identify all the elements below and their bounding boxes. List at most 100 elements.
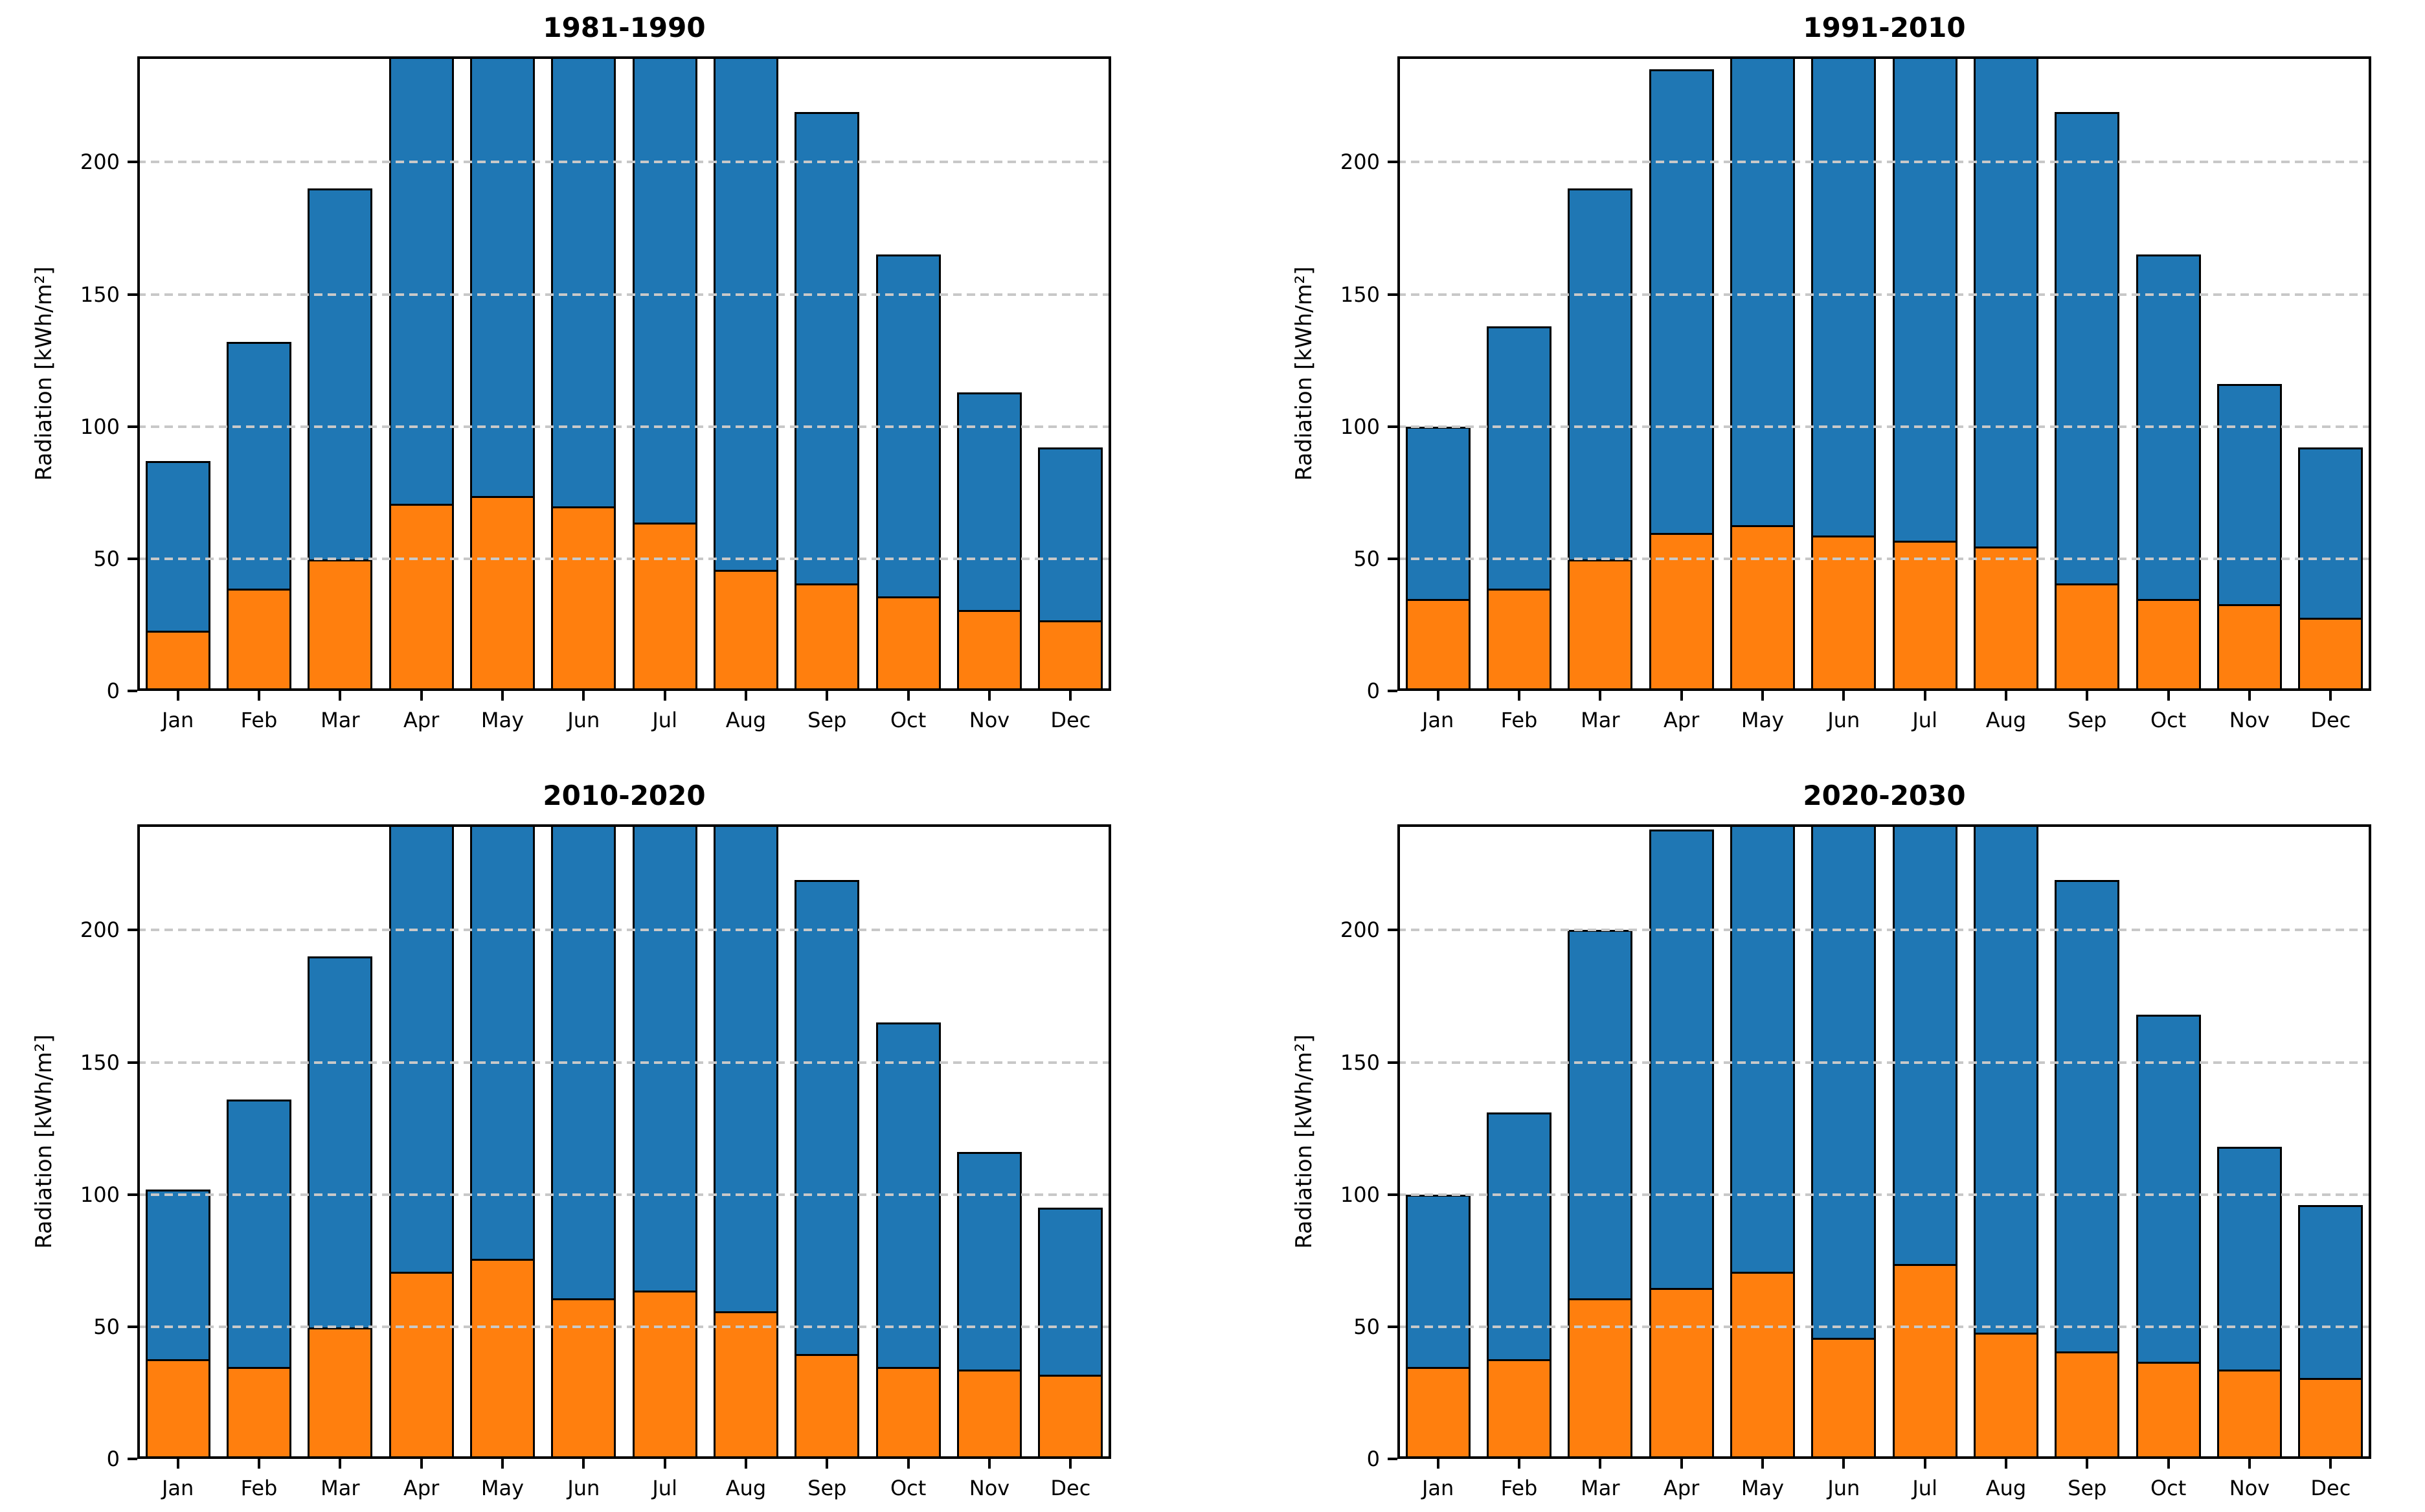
x-tick-label-aug: Aug (1985, 1476, 2027, 1500)
bar-sep-bottom-segment (795, 1355, 860, 1459)
bar-may-bottom-segment (469, 1260, 536, 1459)
bar-jul-top-segment (632, 56, 697, 525)
x-tick-mark (1842, 691, 1845, 701)
bar-jan-bottom-segment (145, 1360, 210, 1459)
bar-apr-top-segment (1649, 829, 1714, 1290)
y-tick-mark (1388, 1458, 1397, 1460)
gridline-200 (137, 161, 1111, 164)
x-tick-mark (339, 691, 342, 701)
y-tick-label: 200 (80, 918, 120, 943)
bar-dec-bottom-segment (2298, 619, 2363, 691)
x-tick-mark (745, 691, 747, 701)
plot-area (1397, 824, 2371, 1459)
bar-nov-bottom-segment (2216, 606, 2283, 691)
x-tick-label-jul: Jul (652, 708, 677, 732)
bar-jan-bottom-segment (145, 633, 210, 691)
bar-dec-top-segment (1038, 1208, 1103, 1377)
x-tick-mark (176, 691, 179, 701)
bar-feb-top-segment (1486, 326, 1552, 591)
x-tick-label-mar: Mar (1581, 1476, 1620, 1500)
x-tick-label-feb: Feb (240, 708, 278, 732)
y-tick-label: 200 (1340, 150, 1380, 175)
x-tick-mark (1923, 1459, 1926, 1469)
x-tick-mark (176, 1459, 179, 1469)
y-tick-mark (128, 1325, 137, 1328)
bar-may-bottom-segment (1730, 1274, 1796, 1459)
bar-mar-bottom-segment (308, 1329, 373, 1459)
x-tick-label-feb: Feb (1500, 708, 1538, 732)
bar-dec-top-segment (2298, 1205, 2363, 1380)
x-tick-label-dec: Dec (1050, 708, 1091, 732)
y-tick-label: 150 (80, 282, 120, 307)
x-tick-mark (1069, 1459, 1072, 1469)
y-tick-mark (1388, 1193, 1397, 1196)
x-tick-mark (907, 1459, 910, 1469)
y-tick-label: 100 (1340, 414, 1380, 439)
bar-jun-top-segment (551, 56, 616, 509)
x-tick-label-jun: Jun (567, 708, 600, 732)
y-tick-mark (1388, 1061, 1397, 1064)
x-tick-label-apr: Apr (403, 1476, 440, 1500)
x-tick-mark (2167, 1459, 2170, 1469)
bar-jun-top-segment (551, 824, 616, 1300)
y-tick-label: 0 (1366, 1447, 1380, 1471)
bar-jun-bottom-segment (1811, 537, 1877, 691)
x-tick-mark (1599, 1459, 1602, 1469)
bar-oct-top-segment (2136, 1015, 2201, 1364)
bar-feb-top-segment (226, 342, 292, 591)
x-tick-mark (2329, 691, 2332, 701)
y-tick-label: 50 (93, 546, 120, 571)
bar-nov-top-segment (2216, 1147, 2283, 1372)
y-tick-mark (128, 929, 137, 932)
bar-aug-bottom-segment (1973, 548, 2039, 691)
y-tick-mark (128, 1193, 137, 1196)
bar-dec-bottom-segment (1038, 622, 1103, 691)
x-tick-label-aug: Aug (1985, 708, 2027, 732)
bar-aug-top-segment (1973, 56, 2039, 548)
bar-nov-top-segment (2216, 384, 2283, 607)
y-tick-label: 200 (80, 150, 120, 175)
bar-jan-bottom-segment (1405, 601, 1471, 691)
y-tick-mark (128, 161, 137, 164)
plot-area (137, 56, 1111, 691)
bar-dec-top-segment (1038, 447, 1103, 622)
bar-apr-top-segment (1649, 69, 1714, 536)
x-tick-label-feb: Feb (1500, 1476, 1538, 1500)
x-tick-label-may: May (1741, 1476, 1785, 1500)
x-tick-label-jan: Jan (1421, 1476, 1454, 1500)
x-tick-label-apr: Apr (1663, 708, 1700, 732)
chart-title: 2010-2020 (543, 780, 706, 811)
y-tick-mark (128, 293, 137, 296)
x-tick-label-may: May (480, 708, 524, 732)
x-tick-label-dec: Dec (2310, 1476, 2351, 1500)
x-tick-label-mar: Mar (1581, 708, 1620, 732)
y-tick-label: 0 (106, 1447, 120, 1471)
x-tick-label-sep: Sep (2068, 708, 2107, 732)
bar-jan-top-segment (1405, 426, 1471, 602)
bar-may-bottom-segment (1730, 526, 1796, 691)
chart-title: 2020-2030 (1803, 780, 1966, 811)
bar-jul-bottom-segment (1892, 1265, 1957, 1459)
bar-mar-bottom-segment (1568, 561, 1633, 691)
x-tick-label-oct: Oct (2150, 708, 2187, 732)
bar-jan-top-segment (1405, 1194, 1471, 1370)
x-tick-label-nov: Nov (969, 708, 1010, 732)
bar-jun-top-segment (1811, 824, 1877, 1340)
bar-oct-bottom-segment (2136, 601, 2201, 691)
x-tick-label-aug: Aug (725, 1476, 767, 1500)
y-tick-label: 100 (80, 414, 120, 439)
x-tick-mark (2086, 691, 2089, 701)
x-tick-label-jan: Jan (161, 1476, 194, 1500)
y-tick-mark (1388, 557, 1397, 560)
x-tick-label-jun: Jun (567, 1476, 600, 1500)
y-tick-mark (128, 1061, 137, 1064)
bar-sep-top-segment (2055, 111, 2120, 585)
bar-apr-bottom-segment (389, 506, 454, 691)
x-tick-mark (988, 1459, 991, 1469)
x-tick-mark (1436, 1459, 1439, 1469)
bar-oct-top-segment (875, 254, 941, 599)
x-tick-mark (745, 1459, 747, 1469)
bar-jul-bottom-segment (632, 1292, 697, 1459)
bar-jul-bottom-segment (632, 524, 697, 691)
